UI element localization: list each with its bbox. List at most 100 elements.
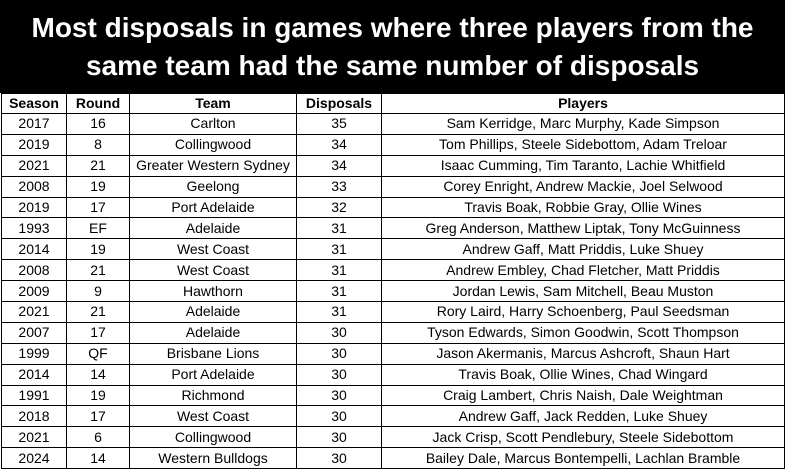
cell-team: Brisbane Lions xyxy=(129,342,297,365)
cell-team: Western Bulldogs xyxy=(129,447,297,470)
cell-disposals: 30 xyxy=(296,384,382,407)
cell-season: 2021 xyxy=(1,426,67,449)
cell-disposals: 33 xyxy=(296,175,382,198)
header-row: Season Round Team Disposals Players xyxy=(1,93,785,114)
cell-disposals: 30 xyxy=(296,342,382,365)
cell-team: West Coast xyxy=(129,405,297,428)
cell-team: Adelaide xyxy=(129,321,297,344)
column-header-round: Round xyxy=(66,93,130,114)
table-row: 2018 17 West Coast 30 Andrew Gaff, Jack Redd… xyxy=(1,405,785,428)
cell-team: Carlton xyxy=(129,113,297,135)
cell-players: Travis Boak, Ollie Wines, Chad Wingard xyxy=(381,363,785,386)
cell-players: Jack Crisp, Scott Pendlebury, Steele Sid… xyxy=(381,426,785,449)
cell-season: 2019 xyxy=(1,133,67,156)
cell-round: 14 xyxy=(66,447,130,470)
cell-season: 2008 xyxy=(1,259,67,282)
cell-disposals: 30 xyxy=(296,363,382,386)
cell-disposals: 31 xyxy=(296,238,382,261)
column-header-season: Season xyxy=(1,93,67,114)
cell-players: Greg Anderson, Matthew Liptak, Tony McGu… xyxy=(381,217,785,240)
cell-round: 17 xyxy=(66,196,130,219)
cell-disposals: 30 xyxy=(296,426,382,449)
cell-team: Port Adelaide xyxy=(129,196,297,219)
cell-players: Tyson Edwards, Simon Goodwin, Scott Thom… xyxy=(381,321,785,344)
cell-disposals: 30 xyxy=(296,405,382,428)
cell-disposals: 30 xyxy=(296,321,382,344)
table-row: 1993 EF Adelaide 31 Greg Anderson, Matthew L… xyxy=(1,217,785,240)
cell-round: EF xyxy=(66,217,130,240)
cell-players: Andrew Gaff, Jack Redden, Luke Shuey xyxy=(381,405,785,428)
cell-team: Greater Western Sydney xyxy=(129,154,297,177)
cell-disposals: 31 xyxy=(296,217,382,240)
table-row: 1999 QF Brisbane Lions 30 Jason Akermanis, M… xyxy=(1,342,785,365)
cell-season: 1999 xyxy=(1,342,67,365)
cell-disposals: 34 xyxy=(296,154,382,177)
cell-round: 21 xyxy=(66,154,130,177)
cell-round: 21 xyxy=(66,301,130,323)
cell-players: Tom Phillips, Steele Sidebottom, Adam Tr… xyxy=(381,133,785,156)
table-row: 2021 6 Collingwood 30 Jack Crisp, Scott Pend… xyxy=(1,426,785,449)
cell-team: Adelaide xyxy=(129,217,297,240)
cell-round: 16 xyxy=(66,113,130,135)
cell-team: Richmond xyxy=(129,384,297,407)
column-header-disposals: Disposals xyxy=(296,93,382,114)
cell-disposals: 32 xyxy=(296,196,382,219)
cell-season: 2021 xyxy=(1,301,67,323)
table-row: 2024 14 Western Bulldogs 30 Bailey Dale, Mar… xyxy=(1,447,785,470)
cell-round: 19 xyxy=(66,175,130,198)
table-row: 2014 19 West Coast 31 Andrew Gaff, Matt Prid… xyxy=(1,238,785,261)
table-row: 2019 17 Port Adelaide 32 Travis Boak, Robbie… xyxy=(1,196,785,219)
cell-round: 6 xyxy=(66,426,130,449)
cell-season: 2017 xyxy=(1,113,67,135)
cell-players: Travis Boak, Robbie Gray, Ollie Wines xyxy=(381,196,785,219)
table-row: 2019 8 Collingwood 34 Tom Phillips, Steele S… xyxy=(1,133,785,156)
table-row: 2014 14 Port Adelaide 30 Travis Boak, Ollie … xyxy=(1,363,785,386)
cell-round: QF xyxy=(66,342,130,365)
table-body: 2017 16 Carlton 35 Sam Kerridge, Marc Murphy… xyxy=(1,113,785,470)
table-row: 2017 16 Carlton 35 Sam Kerridge, Marc Murphy… xyxy=(1,113,785,135)
cell-season: 2014 xyxy=(1,363,67,386)
cell-round: 17 xyxy=(66,321,130,344)
cell-players: Sam Kerridge, Marc Murphy, Kade Simpson xyxy=(381,113,785,135)
cell-season: 1993 xyxy=(1,217,67,240)
cell-disposals: 35 xyxy=(296,113,382,135)
cell-round: 17 xyxy=(66,405,130,428)
cell-season: 2009 xyxy=(1,280,67,303)
cell-season: 2007 xyxy=(1,321,67,344)
cell-team: Collingwood xyxy=(129,426,297,449)
cell-round: 19 xyxy=(66,238,130,261)
cell-players: Corey Enright, Andrew Mackie, Joel Selwo… xyxy=(381,175,785,198)
cell-players: Jason Akermanis, Marcus Ashcroft, Shaun … xyxy=(381,342,785,365)
cell-disposals: 34 xyxy=(296,133,382,156)
table-row: 2021 21 Greater Western Sydney 34 Isaac Cumm… xyxy=(1,154,785,177)
cell-round: 8 xyxy=(66,133,130,156)
page-title: Most disposals in games where three play… xyxy=(31,11,754,81)
cell-season: 2019 xyxy=(1,196,67,219)
table-row: 2008 21 West Coast 31 Andrew Embley, Chad Fl… xyxy=(1,259,785,282)
cell-season: 2008 xyxy=(1,175,67,198)
cell-season: 2024 xyxy=(1,447,67,470)
cell-round: 9 xyxy=(66,280,130,303)
cell-team: Adelaide xyxy=(129,301,297,323)
table-row: 2007 17 Adelaide 30 Tyson Edwards, Simon Goo… xyxy=(1,321,785,344)
cell-season: 2014 xyxy=(1,238,67,261)
cell-round: 19 xyxy=(66,384,130,407)
cell-team: Geelong xyxy=(129,175,297,198)
cell-players: Rory Laird, Harry Schoenberg, Paul Seeds… xyxy=(381,301,785,323)
table-row: 2021 21 Adelaide 31 Rory Laird, Harry Schoen… xyxy=(1,301,785,323)
cell-players: Bailey Dale, Marcus Bontempelli, Lachlan… xyxy=(381,447,785,470)
cell-disposals: 31 xyxy=(296,259,382,282)
cell-round: 21 xyxy=(66,259,130,282)
cell-team: Port Adelaide xyxy=(129,363,297,386)
cell-players: Isaac Cumming, Tim Taranto, Lachie Whitf… xyxy=(381,154,785,177)
table-row: 1991 19 Richmond 30 Craig Lambert, Chris Nai… xyxy=(1,384,785,407)
cell-disposals: 30 xyxy=(296,447,382,470)
cell-players: Andrew Gaff, Matt Priddis, Luke Shuey xyxy=(381,238,785,261)
table-row: 2008 19 Geelong 33 Corey Enright, Andrew Mac… xyxy=(1,175,785,198)
cell-players: Andrew Embley, Chad Fletcher, Matt Pridd… xyxy=(381,259,785,282)
column-header-players: Players xyxy=(381,93,785,114)
cell-disposals: 31 xyxy=(296,301,382,323)
cell-disposals: 31 xyxy=(296,280,382,303)
cell-team: West Coast xyxy=(129,238,297,261)
cell-round: 14 xyxy=(66,363,130,386)
